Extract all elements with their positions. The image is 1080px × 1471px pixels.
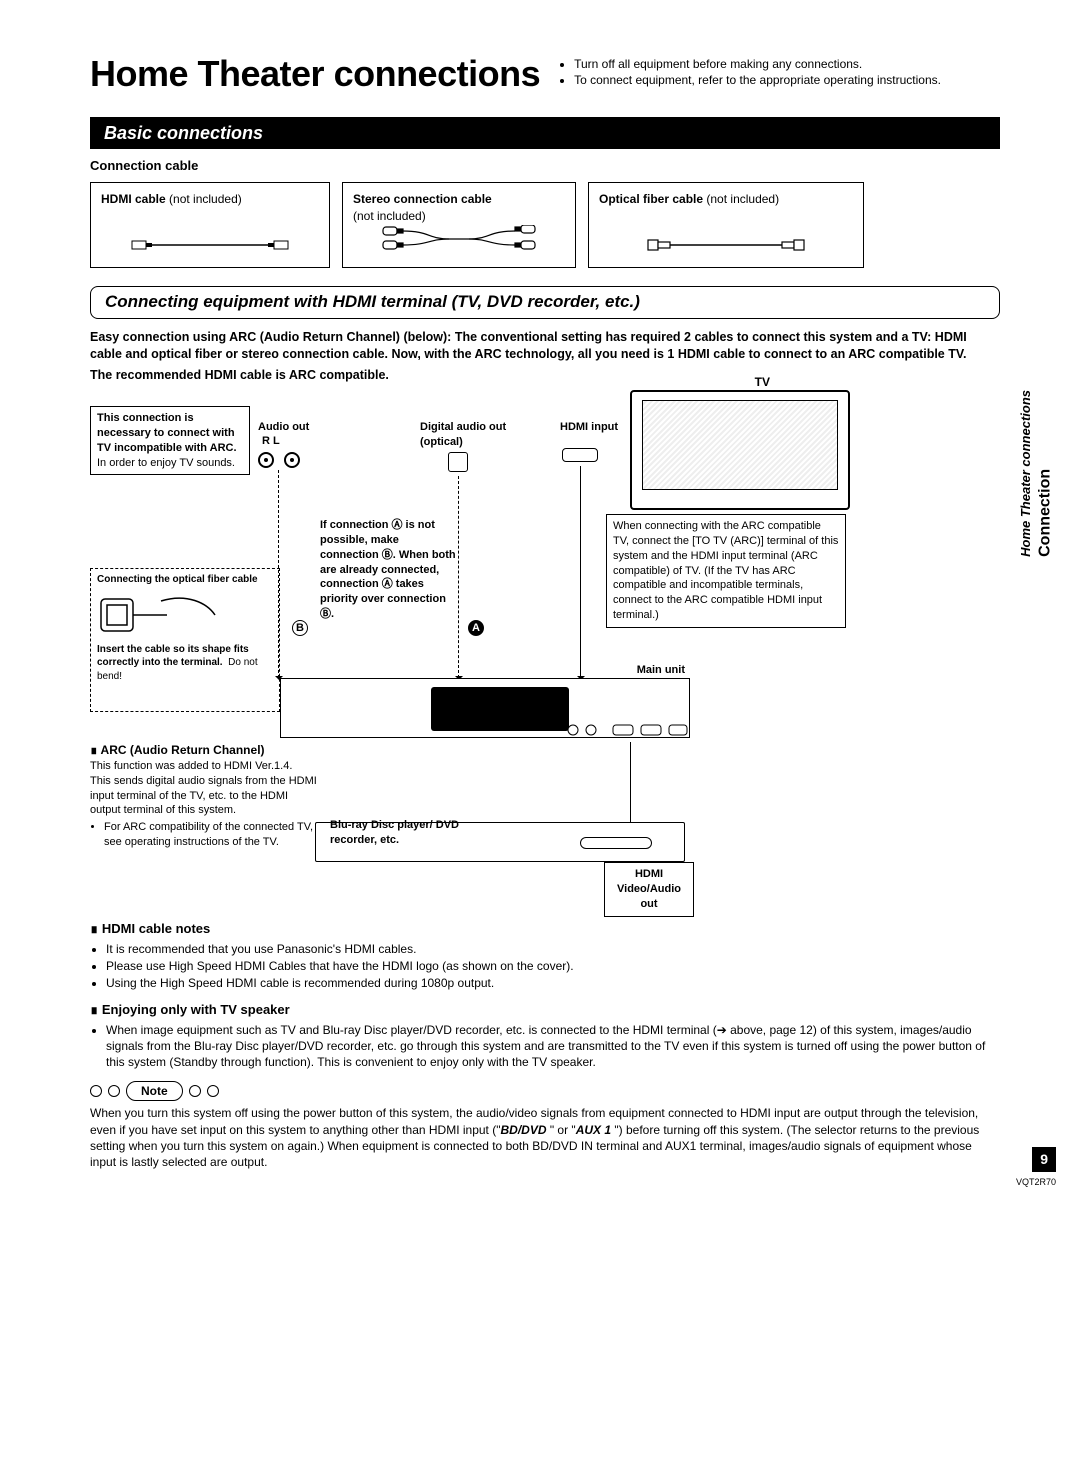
main-unit-box: Main unit — [280, 678, 690, 738]
optical-box-title: Connecting the optical fiber cable — [97, 574, 258, 585]
hdmi-note-2: Please use High Speed HDMI Cables that h… — [106, 958, 1000, 974]
title-bullet-1: Turn off all equipment before making any… — [574, 56, 941, 72]
b-circle: B — [292, 618, 308, 636]
hdmi-bd-line — [630, 742, 631, 822]
optical-port-icon — [448, 452, 468, 472]
tvspk-list: When image equipment such as TV and Blu-… — [106, 1022, 1000, 1071]
optical-cable-note: (not included) — [706, 192, 779, 206]
hdmi-notes-heading: HDMI cable notes — [90, 920, 1000, 938]
hdmi-cable-icon — [91, 237, 329, 253]
hdmi-cable-note: (not included) — [169, 192, 242, 206]
nonarc-box-plain: In order to enjoy TV sounds. — [97, 457, 235, 469]
arc-tv-box: When connecting with the ARC compatible … — [606, 514, 846, 628]
hdmi-cable-box: HDMI cable (not included) — [90, 182, 330, 268]
title-row: Home Theater connections Turn off all eq… — [90, 50, 1000, 99]
priority-note: If connection Ⓐ is not possible, make co… — [320, 518, 460, 622]
arc-body: This function was added to HDMI Ver.1.4.… — [90, 760, 317, 817]
page-title: Home Theater connections — [90, 50, 540, 99]
stereo-cable-box: Stereo connection cable (not included) — [342, 182, 576, 268]
note-body: When you turn this system off using the … — [90, 1105, 1000, 1170]
side-connection: Connection — [1034, 402, 1056, 557]
cable-row: HDMI cable (not included) Stereo connect… — [90, 182, 1000, 268]
nonarc-box-bold: This connection is necessary to connect … — [97, 412, 237, 454]
hdmi-notes-list: It is recommended that you use Panasonic… — [106, 941, 1000, 992]
main-unit-ports-icon — [281, 721, 691, 739]
note-label: Note — [126, 1081, 183, 1101]
optical-cable-icon — [589, 237, 863, 253]
audio-jacks-icon — [258, 448, 300, 468]
title-bullets: Turn off all equipment before making any… — [560, 50, 941, 88]
arc-bullet: For ARC compatibility of the connected T… — [104, 820, 318, 850]
intro-bold-2: The recommended HDMI cable is ARC compat… — [90, 367, 1000, 384]
stereo-cable-icon — [343, 225, 575, 253]
tvspk-bullet: When image equipment such as TV and Blu-… — [106, 1022, 1000, 1071]
main-unit-label: Main unit — [637, 663, 685, 678]
nonarc-box: This connection is necessary to connect … — [90, 406, 250, 475]
bd-box — [315, 822, 685, 862]
optical-insert-text: Insert the cable so its shape fits corre… — [97, 644, 249, 669]
hdmi-note-3: Using the High Speed HDMI cable is recom… — [106, 975, 1000, 991]
side-htc: Home Theater connections — [1017, 390, 1035, 557]
connection-cable-label: Connection cable — [90, 157, 1000, 175]
rl-label: R L — [262, 434, 280, 449]
optical-fiber-box: Connecting the optical fiber cable Inser… — [90, 568, 280, 712]
note-lozenge: Note — [90, 1081, 219, 1101]
optical-cable-title: Optical fiber cable — [599, 192, 703, 206]
arc-block: ∎ ARC (Audio Return Channel) This functi… — [90, 742, 318, 850]
intro-bold-1: Easy connection using ARC (Audio Return … — [90, 329, 1000, 363]
connection-diagram: TV This connection is necessary to conne… — [90, 390, 850, 910]
a-circle: A — [468, 618, 484, 636]
hdmi-port-icon — [562, 448, 598, 462]
hdmi-a-line — [580, 466, 581, 678]
digital-audio-label: Digital audio out (optical) — [420, 420, 510, 450]
optical-cable-box: Optical fiber cable (not included) — [588, 182, 864, 268]
doc-id: VQT2R70 — [1016, 1176, 1056, 1188]
hdmi-input-label: HDMI input — [560, 420, 618, 435]
page-number: 9 — [1032, 1147, 1056, 1172]
arc-heading: ARC (Audio Return Channel) — [101, 743, 265, 757]
hdmi-note-1: It is recommended that you use Panasonic… — [106, 941, 1000, 957]
tv-box — [630, 390, 850, 510]
basic-connections-header: Basic connections — [90, 117, 1000, 149]
audio-out-label: Audio out — [258, 420, 309, 435]
stereo-cable-title: Stereo connection cable — [353, 192, 492, 206]
hdmi-va-label: HDMI Video/Audio out — [604, 862, 694, 917]
hdmi-cable-title: HDMI cable — [101, 192, 166, 206]
side-tab: Home Theater connections Connection — [1017, 390, 1056, 557]
stereo-cable-note: (not included) — [353, 209, 426, 223]
hdmi-section-header: Connecting equipment with HDMI terminal … — [90, 286, 1000, 319]
tvspk-heading: Enjoying only with TV speaker — [90, 1001, 1000, 1019]
optical-plug-icon — [97, 591, 217, 639]
title-bullet-2: To connect equipment, refer to the appro… — [574, 72, 941, 88]
tv-label: TV — [755, 374, 770, 390]
